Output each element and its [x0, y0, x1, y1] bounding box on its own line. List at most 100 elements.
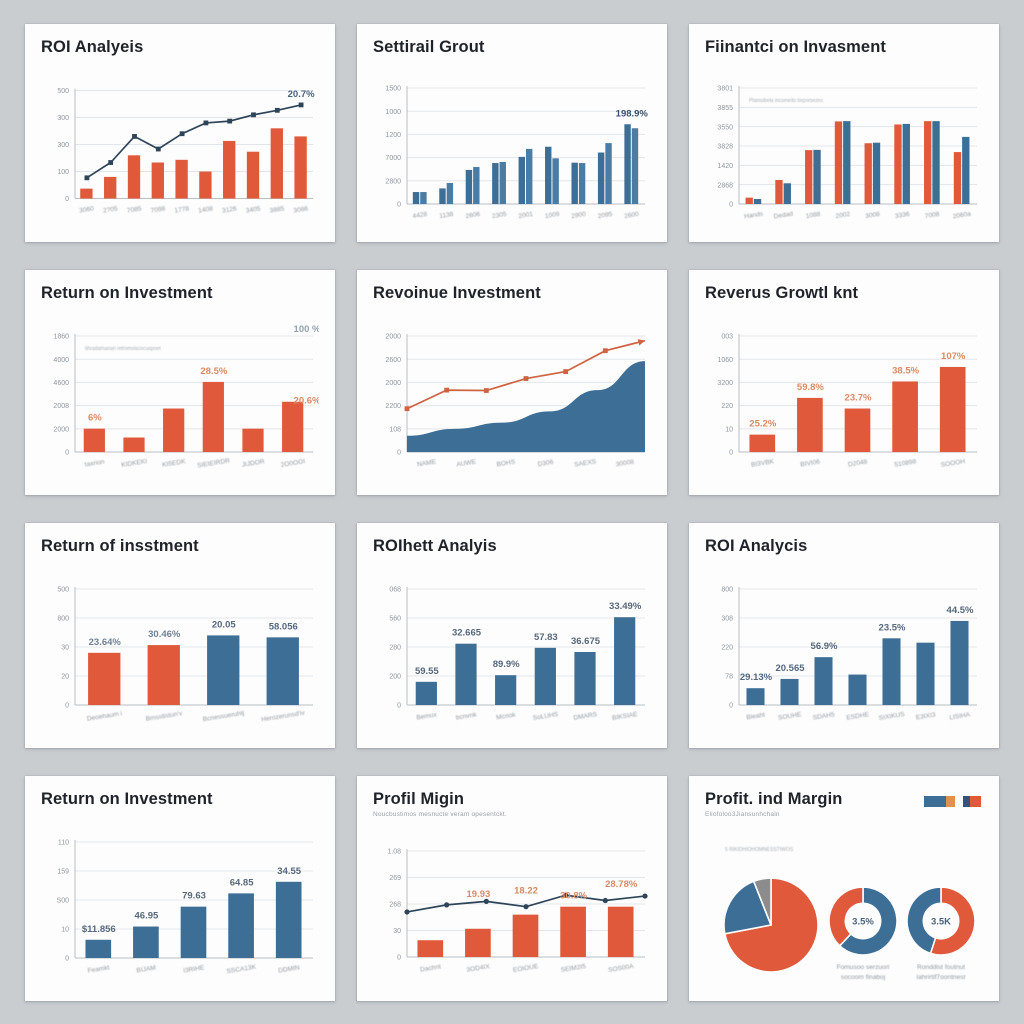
- svg-text:2600: 2600: [624, 211, 640, 220]
- svg-text:20: 20: [61, 674, 69, 681]
- chart-card-panel-8[interactable]: ROIhett Analyis 0 200 280 560 068 59.55 32.665 8…: [357, 522, 667, 748]
- svg-text:BIKSIAE: BIKSIAE: [612, 711, 639, 722]
- svg-text:SIXIKUS: SIXIKUS: [878, 711, 905, 722]
- svg-text:1088: 1088: [805, 211, 821, 220]
- svg-text:BI3VBK: BI3VBK: [751, 459, 775, 470]
- svg-text:Fomusoo serzuori: Fomusoo serzuori: [837, 964, 890, 971]
- svg-text:28.78%: 28.78%: [605, 880, 638, 891]
- svg-text:0: 0: [397, 202, 401, 209]
- svg-text:SDAH5: SDAH5: [812, 712, 835, 722]
- svg-text:18.22: 18.22: [514, 886, 538, 897]
- svg-text:6%: 6%: [88, 413, 102, 424]
- svg-text:300: 300: [57, 143, 69, 150]
- chart-card-panel-10[interactable]: Return on Investment 0 10 S00 159 110 $11.856 4…: [25, 775, 335, 1001]
- svg-text:2606: 2606: [465, 211, 481, 220]
- legend-swatch: [963, 795, 970, 807]
- svg-text:0: 0: [65, 703, 69, 710]
- svg-text:510898: 510898: [894, 459, 917, 469]
- chart-card-header: Reverus Growtl knt: [705, 284, 983, 305]
- svg-text:3405: 3405: [245, 206, 261, 215]
- svg-text:2O0OOI: 2O0OOI: [280, 459, 306, 470]
- chart-card-panel-5[interactable]: Revoinue Investment 0 108 2200 2000 2600 2000 N…: [357, 269, 667, 495]
- svg-text:59.55: 59.55: [415, 666, 439, 677]
- svg-text:269: 269: [389, 876, 401, 883]
- chart-card-header: ROI Analyeis: [41, 38, 319, 59]
- svg-text:100 %: 100 %: [294, 324, 319, 335]
- svg-text:33.49%: 33.49%: [609, 602, 642, 613]
- svg-text:308: 308: [721, 616, 733, 623]
- chart-card-panel-3[interactable]: Fiinantci on Invasment 0 2868 1420 3828 3550 3…: [689, 23, 999, 242]
- svg-text:DDMIN: DDMIN: [278, 965, 301, 975]
- svg-text:SAEXS: SAEXS: [574, 459, 597, 469]
- svg-text:2095: 2095: [597, 211, 613, 220]
- svg-text:SIEIEIRDR: SIEIEIRDR: [197, 458, 231, 470]
- svg-text:56.9%: 56.9%: [811, 642, 838, 653]
- chart-plot-area: 0 200 280 560 068 59.55 32.665 89.9% 57.83 36.675…: [373, 565, 651, 737]
- svg-text:bcnvnk: bcnvnk: [455, 712, 477, 722]
- svg-text:4000: 4000: [53, 357, 69, 364]
- svg-text:3550: 3550: [717, 125, 733, 132]
- chart-plot-area: 0 30 268 269 1.08 19.93 18.22 30.8% 28.78% Dachnt…: [373, 826, 651, 990]
- chart-card-panel-6[interactable]: Reverus Growtl knt 0 10 220 3200 1060 003 25.2%…: [689, 269, 999, 495]
- chart-card-panel-11[interactable]: Profil Migin Noucbustimos mesnucte veram …: [357, 775, 667, 1001]
- svg-text:NAME: NAME: [417, 459, 438, 469]
- svg-text:5 RIKIDHIOHOMNESSTIWOS: 5 RIKIDHIOHOMNESSTIWOS: [725, 847, 794, 853]
- svg-text:23.5%: 23.5%: [879, 623, 906, 634]
- chart-card-panel-9[interactable]: ROI Analycis 0 78 220 308 800 29.13% 20.565 56.9…: [689, 522, 999, 748]
- svg-text:SoLUHS: SoLUHS: [532, 711, 559, 722]
- svg-text:$11.856: $11.856: [82, 924, 116, 935]
- svg-text:1200: 1200: [385, 132, 401, 139]
- chart-card-header: Revoinue Investment: [373, 284, 651, 305]
- chart-plot-area: 0 78 220 308 800 29.13% 20.565 56.9% 23.5% 44.5% B…: [705, 565, 983, 737]
- svg-text:Bmsstistun'v: Bmsstistun'v: [145, 711, 183, 724]
- chart-card-header: Settirail Grout: [373, 38, 651, 59]
- svg-text:Dedad: Dedad: [773, 211, 794, 221]
- svg-text:0: 0: [729, 202, 733, 209]
- svg-text:30: 30: [61, 645, 69, 652]
- chart-card-panel-7[interactable]: Return of insstment 0 20 30 800 500 23.64% 30.4…: [25, 522, 335, 748]
- chart-card-panel-4[interactable]: Return on Investment 0 2000 2008 4600 4000 186…: [25, 269, 335, 495]
- svg-text:159: 159: [57, 869, 69, 876]
- svg-text:107%: 107%: [941, 351, 966, 362]
- chart-title: Profil Migin: [373, 789, 465, 808]
- svg-text:3855: 3855: [717, 105, 733, 112]
- chart-card-panel-2[interactable]: Settirail Grout 0 2800 7000 1200 1000 1500 198.…: [357, 23, 667, 242]
- svg-text:0: 0: [397, 703, 401, 710]
- svg-text:Hands: Hands: [744, 211, 765, 221]
- chart-title: Return on Investment: [41, 283, 213, 302]
- chart-plot-area: 0 2800 7000 1200 1000 1500 198.9% 4428 1138 2606 2…: [373, 66, 651, 234]
- svg-text:2200: 2200: [385, 404, 401, 411]
- legend-item[interactable]: [963, 795, 981, 807]
- svg-text:2000: 2000: [385, 380, 401, 387]
- chart-card-header: Profil Migin Noucbustimos mesnucte veram …: [373, 790, 651, 819]
- svg-text:36.675: 36.675: [571, 636, 601, 647]
- chart-card-panel-1[interactable]: ROI Analyeis 0 100 300 300 500 20.7% 3060 2?05 70…: [25, 23, 335, 242]
- svg-text:BIVI06: BIVI06: [800, 459, 821, 469]
- svg-text:2000: 2000: [385, 334, 401, 341]
- svg-text:Feamkt: Feamkt: [87, 965, 110, 975]
- svg-text:3008: 3008: [865, 211, 881, 220]
- legend-swatch: [970, 795, 981, 807]
- svg-text:10: 10: [61, 927, 69, 934]
- svg-text:0: 0: [729, 703, 733, 710]
- svg-text:Bleaht: Bleaht: [746, 712, 766, 722]
- chart-plot-area: 0 10 S00 159 110 $11.856 46.95 79.63 64.85 34.55 F…: [41, 818, 319, 990]
- svg-text:2?05: 2?05: [103, 206, 119, 215]
- svg-text:AUWE: AUWE: [456, 459, 477, 469]
- svg-text:D2048: D2048: [848, 459, 869, 469]
- svg-text:2000: 2000: [53, 427, 69, 434]
- chart-card-panel-12[interactable]: Profit. ind Margin Eliofoloo3Jiansunhchal…: [689, 775, 999, 1001]
- svg-text:SOOOH: SOOOH: [940, 459, 966, 470]
- legend-item[interactable]: [924, 795, 955, 807]
- svg-text:socoom finaboj: socoom finaboj: [841, 974, 886, 981]
- svg-text:110: 110: [58, 840, 69, 847]
- svg-text:Plamsibela incomeits lorporsez: Plamsibela incomeits lorporsezec: [749, 98, 824, 104]
- svg-text:Deoehaum i: Deoehaum i: [86, 711, 123, 724]
- chart-subtitle: Eliofoloo3Jiansunhchaln: [705, 811, 780, 819]
- svg-text:BIJAM: BIJAM: [136, 965, 156, 975]
- chart-card-header: Return on Investment: [41, 790, 319, 811]
- svg-text:Herozerunsd'iv: Herozerunsd'iv: [261, 710, 306, 724]
- svg-text:1060: 1060: [717, 357, 733, 364]
- chart-card-header: Profit. ind Margin Eliofoloo3Jiansunhchal…: [705, 790, 983, 819]
